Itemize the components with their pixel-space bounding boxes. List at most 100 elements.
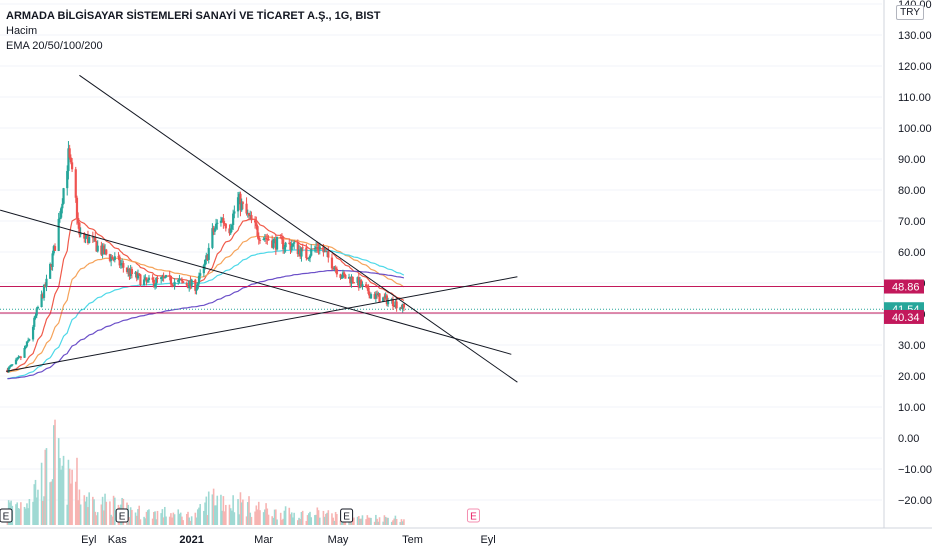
candle-body bbox=[86, 235, 90, 244]
earnings-marker[interactable] bbox=[115, 508, 129, 523]
volume-bar bbox=[242, 499, 244, 525]
volume-bar bbox=[222, 496, 225, 525]
price-label-tag[interactable] bbox=[884, 309, 924, 324]
volume-bar bbox=[199, 504, 201, 525]
volume-bar bbox=[245, 516, 248, 525]
volume-bar bbox=[128, 517, 131, 525]
volume-bar bbox=[382, 521, 384, 525]
candle-body bbox=[151, 277, 154, 280]
ema-100-line bbox=[7, 249, 405, 380]
earnings-marker[interactable] bbox=[466, 508, 480, 523]
volume-bar bbox=[160, 513, 162, 525]
trendlines[interactable] bbox=[0, 74, 518, 383]
volume-bar bbox=[395, 519, 398, 525]
candle-body bbox=[136, 273, 140, 279]
volume-bar bbox=[34, 479, 37, 525]
volume-bar bbox=[177, 509, 180, 525]
volume-bar bbox=[185, 513, 188, 525]
candle-body bbox=[369, 294, 373, 299]
volume-bar bbox=[70, 483, 72, 525]
volume-bar bbox=[137, 509, 139, 525]
candle-body bbox=[377, 293, 380, 296]
symbol-title[interactable]: ARMADA BİLGİSAYAR SİSTEMLERİ SANAYİ VE T… bbox=[6, 10, 381, 22]
candle-body bbox=[117, 256, 120, 258]
volume-bar bbox=[240, 502, 243, 525]
candle-body bbox=[139, 274, 142, 285]
volume-bar bbox=[76, 457, 78, 525]
volume-bar bbox=[165, 516, 167, 525]
candle-body bbox=[118, 256, 121, 266]
candle-body bbox=[31, 326, 35, 340]
earnings-marker[interactable] bbox=[0, 508, 13, 523]
trendline[interactable] bbox=[6, 276, 518, 372]
candle-body bbox=[134, 272, 137, 275]
candle-body bbox=[391, 299, 395, 306]
volume-bar bbox=[68, 468, 71, 525]
volume-bar bbox=[350, 521, 353, 525]
candle-body bbox=[62, 188, 65, 204]
candle-body bbox=[125, 267, 129, 272]
candle-body bbox=[382, 297, 385, 303]
volume-bar bbox=[333, 520, 336, 525]
candle-body bbox=[164, 275, 168, 278]
candle-body bbox=[330, 257, 334, 269]
volume-bar bbox=[146, 510, 149, 525]
trendline[interactable] bbox=[79, 74, 518, 383]
candle-body bbox=[299, 249, 302, 257]
candle-body bbox=[238, 193, 241, 198]
candle-body bbox=[282, 239, 285, 250]
volume-bar bbox=[85, 496, 88, 525]
volume-bar bbox=[297, 520, 299, 525]
volume-bar bbox=[229, 508, 232, 525]
price-label-tag[interactable] bbox=[884, 279, 924, 294]
earnings-marker-label: E bbox=[343, 512, 350, 523]
time-axis[interactable]: Eyl Kas 2021 Mar May Tem Eyl bbox=[81, 534, 496, 546]
candle-body bbox=[228, 228, 231, 234]
candle-body bbox=[256, 226, 259, 236]
volume-bar bbox=[225, 504, 227, 525]
horizontal-levels[interactable] bbox=[0, 286, 884, 314]
price-axis[interactable]: 140.00130.00120.00110.00100.0090.0080.00… bbox=[884, 0, 932, 507]
candle-body bbox=[69, 157, 72, 163]
candle-body bbox=[68, 148, 71, 158]
volume-bar bbox=[105, 501, 108, 525]
volume-bar bbox=[256, 509, 259, 525]
volume-bar bbox=[67, 459, 70, 525]
volume-bar bbox=[233, 512, 236, 525]
volume-bar bbox=[206, 515, 209, 525]
volume-bar bbox=[195, 517, 198, 525]
volume-bar bbox=[77, 500, 79, 525]
candle-body bbox=[161, 276, 164, 278]
candle-body bbox=[205, 255, 208, 260]
volume-bar bbox=[57, 438, 60, 525]
volume-indicator-label[interactable]: Hacim bbox=[6, 25, 38, 37]
candle-body bbox=[229, 229, 232, 234]
candle-body bbox=[195, 288, 198, 291]
earnings-marker[interactable] bbox=[340, 508, 354, 523]
volume-bar bbox=[151, 518, 154, 525]
candle-body bbox=[78, 222, 81, 235]
price-label-value: 48.86 bbox=[892, 282, 920, 294]
volume-bar bbox=[290, 512, 293, 525]
candle-body bbox=[60, 208, 63, 218]
volume-bar bbox=[190, 516, 193, 525]
volume-bar bbox=[194, 512, 197, 525]
candle-body bbox=[202, 265, 205, 274]
candle-body bbox=[16, 358, 19, 360]
ema-indicator-label[interactable]: EMA 20/50/100/200 bbox=[6, 40, 103, 52]
price-tick-label: 20.00 bbox=[898, 371, 926, 383]
volume-bar bbox=[155, 519, 158, 525]
candle-body bbox=[394, 301, 397, 308]
volume-bar bbox=[79, 504, 82, 525]
candle-body bbox=[341, 272, 345, 278]
trendline[interactable] bbox=[0, 209, 512, 355]
currency-badge[interactable]: TRY bbox=[896, 5, 924, 20]
candle-body bbox=[135, 272, 138, 279]
ema-20-line bbox=[7, 218, 405, 373]
volume-bar bbox=[94, 511, 97, 525]
candle-body bbox=[103, 249, 107, 255]
candle-body bbox=[61, 203, 64, 209]
volume-bar bbox=[387, 517, 389, 525]
